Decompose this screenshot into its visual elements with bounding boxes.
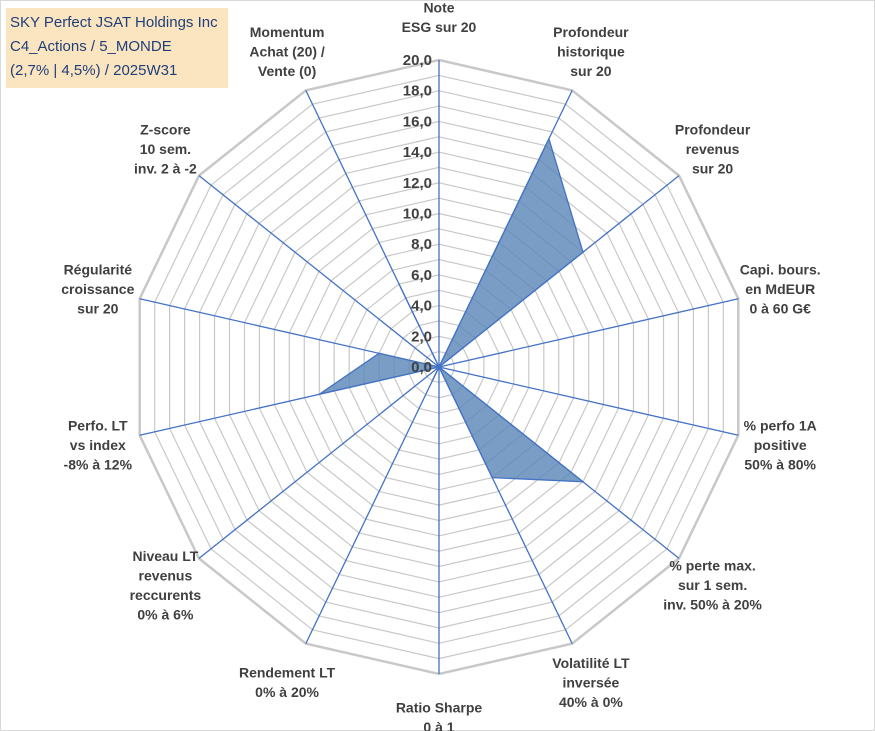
axis-label-line: ESG sur 20 — [402, 19, 477, 35]
axis-labels: Note ESG sur 20 Profondeur historique sur 20… — [61, 0, 820, 731]
axis-label-line: inv. 2 à -2 — [134, 160, 197, 176]
axis-spoke — [305, 366, 440, 644]
series-area — [318, 137, 585, 483]
axis-spoke — [438, 366, 739, 436]
axis-label-line: croissance — [61, 281, 134, 297]
radial-tick-labels: 0,0 2,0 4,0 6,0 8,0 10,0 12,0 14,0 16,0 18,0 20,0 — [403, 52, 432, 376]
axis-label-line: inv. 50% à 20% — [663, 597, 762, 613]
axis-label-line: positive — [754, 437, 807, 453]
axis-label-line: Perfo. LT — [68, 417, 128, 433]
axis-label-line: revenus — [686, 141, 740, 157]
axis-label-line: 50% à 80% — [744, 456, 816, 472]
tick-label: 6,0 — [411, 267, 432, 284]
tick-label: 16,0 — [403, 113, 432, 130]
axis-label-line: 40% à 0% — [559, 694, 623, 710]
axis-label-line: Ratio Sharpe — [396, 699, 483, 715]
axis-label-line: Note — [423, 0, 454, 15]
axis-label-line: 10 sem. — [140, 141, 191, 157]
axis-label-line: sur 20 — [77, 301, 118, 317]
axis-label-line: reccurents — [130, 587, 202, 603]
tick-label: 2,0 — [411, 328, 432, 345]
axis-label-line: Volatilité LT — [552, 655, 630, 671]
axis-label: % perte max. sur 1 sem. inv. 50% à 20% — [663, 558, 762, 613]
axis-label: Capi. bours. en MdEUR 0 à 60 G€ — [740, 262, 821, 317]
axis-label-line: sur 1 sem. — [678, 577, 747, 593]
axis-label-line: sur 20 — [692, 160, 733, 176]
axis-label: Z-score 10 sem. inv. 2 à -2 — [134, 121, 197, 176]
axis-label-line: Z-score — [140, 121, 191, 137]
axis-spoke — [438, 298, 739, 368]
axis-label-line: 0 à 1 — [423, 719, 454, 731]
axis-label-line: -8% à 12% — [64, 456, 133, 472]
axis-label-line: % perte max. — [669, 558, 755, 574]
tick-label: 20,0 — [403, 52, 432, 69]
axis-label-line: 0% à 20% — [255, 684, 319, 700]
tick-label: 0,0 — [411, 359, 432, 376]
axis-label-line: Vente (0) — [258, 63, 316, 79]
axis-spoke — [198, 366, 440, 559]
axis-label: % perfo 1A positive 50% à 80% — [744, 417, 817, 472]
chart-subtitle-params: (2,7% | 4,5%) / 2025W31 — [10, 62, 178, 79]
axis-label-line: Profondeur — [553, 24, 629, 40]
axis-spoke — [198, 175, 440, 368]
axis-label-line: Niveau LT — [132, 548, 198, 564]
axis-label-line: revenus — [139, 568, 193, 584]
chart-title-box: SKY Perfect JSAT Holdings Inc C4_Actions… — [6, 8, 228, 88]
axis-label-line: 0 à 60 G€ — [749, 301, 811, 317]
axis-label-line: en MdEUR — [745, 281, 815, 297]
axis-label: Rendement LT 0% à 20% — [239, 665, 336, 701]
chart-subtitle-portfolio: C4_Actions / 5_MONDE — [10, 38, 172, 55]
tick-label: 8,0 — [411, 236, 432, 253]
axis-label: Niveau LT revenus reccurents 0% à 6% — [130, 548, 202, 623]
axis-label: Régularité croissance sur 20 — [61, 262, 134, 317]
axis-label-line: % perfo 1A — [744, 417, 817, 433]
axis-label-line: Momentum — [250, 24, 325, 40]
radar-series — [318, 137, 585, 483]
tick-label: 4,0 — [411, 298, 432, 315]
tick-label: 10,0 — [403, 206, 432, 223]
tick-label: 18,0 — [403, 83, 432, 100]
axis-label-line: Capi. bours. — [740, 262, 821, 278]
axis-label-line: Profondeur — [675, 121, 751, 137]
axis-label-line: Rendement LT — [239, 665, 336, 681]
axis-label: Profondeur revenus sur 20 — [675, 121, 751, 176]
axis-label-line: historique — [557, 44, 625, 60]
axis-label: Ratio Sharpe 0 à 1 — [396, 699, 483, 731]
axis-label-line: Achat (20) / — [249, 44, 325, 60]
axis-label-line: Régularité — [64, 262, 133, 278]
chart-title: SKY Perfect JSAT Holdings Inc — [10, 14, 218, 31]
axis-label-line: 0% à 6% — [137, 607, 194, 623]
axis-label: Profondeur historique sur 20 — [553, 24, 629, 79]
tick-label: 14,0 — [403, 144, 432, 161]
axis-label-line: sur 20 — [570, 63, 611, 79]
axis-label: Perfo. LT vs index -8% à 12% — [64, 417, 133, 472]
axis-label-line: inversée — [562, 674, 619, 690]
axis-label: Note ESG sur 20 — [402, 0, 477, 35]
tick-label: 12,0 — [403, 175, 432, 192]
axis-label: Momentum Achat (20) / Vente (0) — [249, 24, 325, 79]
axis-label-line: vs index — [70, 437, 126, 453]
axis-label: Volatilité LT inversée 40% à 0% — [552, 655, 630, 710]
